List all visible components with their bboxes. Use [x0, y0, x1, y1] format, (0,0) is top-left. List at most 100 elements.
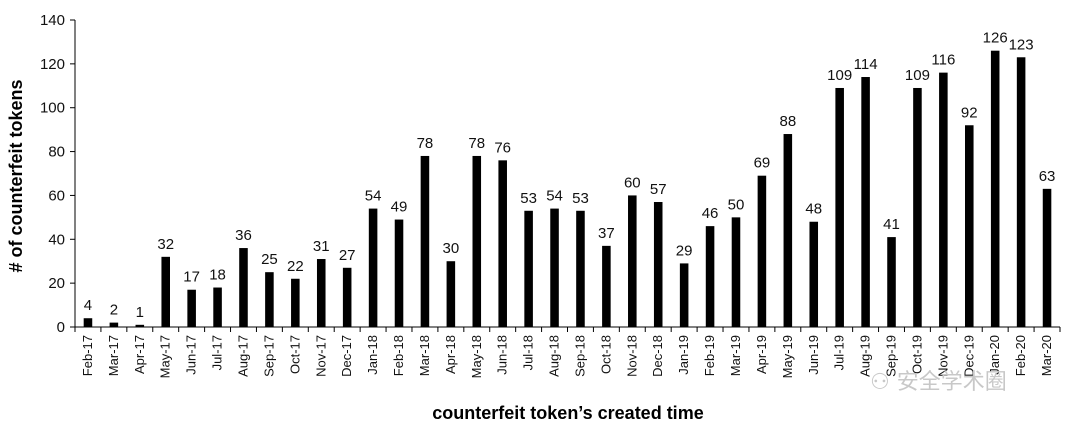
bar	[213, 287, 222, 327]
bar	[472, 155, 482, 327]
data-label: 22	[287, 258, 304, 275]
x-tick-label: Sep-18	[572, 335, 587, 377]
data-label: 48	[805, 201, 822, 218]
y-tick-label: 20	[48, 275, 65, 292]
data-labels: 4 2 1 32 17 18 36 25 22 31 27 54 49 78 30 78 76 53 54 53 37 6…	[84, 30, 1056, 321]
bar	[498, 160, 507, 327]
data-label: 50	[728, 196, 745, 213]
bar	[316, 259, 326, 327]
data-label: 31	[313, 238, 330, 255]
x-tick-label: Aug-17	[235, 335, 250, 377]
bar	[342, 267, 352, 327]
x-tick-label: Feb-18	[391, 335, 406, 376]
x-tick-label: Aug-18	[547, 335, 562, 377]
bar	[109, 322, 119, 327]
data-label: 109	[905, 67, 930, 84]
data-label: 2	[110, 302, 118, 319]
bar	[239, 248, 248, 327]
data-label: 53	[520, 190, 537, 207]
data-label: 54	[546, 188, 563, 205]
data-label: 69	[754, 155, 771, 172]
x-tick-label: Apr-19	[754, 335, 769, 374]
x-tick-label: Jun-18	[495, 335, 510, 375]
x-tick-label: Aug-19	[858, 335, 873, 377]
bar	[602, 245, 611, 327]
y-axis-ticks: 0 20 40 60 80 100 120 140	[40, 12, 75, 336]
x-axis-title: counterfeit token’s created time	[432, 403, 703, 423]
data-label: 57	[650, 181, 667, 198]
x-tick-label: Oct-17	[287, 335, 302, 374]
bar	[783, 134, 793, 327]
data-label: 4	[84, 297, 92, 314]
x-tick-label: Jan-19	[676, 335, 691, 375]
x-tick-label: Jul-19	[832, 335, 847, 370]
data-label: 126	[983, 30, 1008, 47]
bar	[628, 195, 637, 327]
bar	[550, 208, 559, 327]
data-label: 30	[443, 240, 460, 257]
bar	[291, 278, 300, 327]
bar	[705, 226, 715, 327]
data-label: 60	[624, 174, 641, 191]
x-tick-label: Sep-17	[261, 335, 276, 377]
x-tick-label: Feb-19	[702, 335, 717, 376]
bar	[420, 155, 430, 327]
bar	[368, 208, 378, 327]
x-tick-label: Dec-19	[961, 335, 976, 377]
data-label: 46	[702, 205, 719, 222]
x-tick-label: Oct-19	[909, 335, 924, 374]
x-tick-label: Apr-18	[443, 335, 458, 374]
x-tick-label: Nov-18	[624, 335, 639, 377]
data-label: 53	[572, 190, 589, 207]
y-tick-label: 140	[40, 12, 65, 29]
y-tick-label: 80	[48, 144, 65, 161]
data-label: 18	[209, 267, 226, 284]
watermark-text: 安全学术圈	[896, 370, 1007, 395]
x-tick-label: May-18	[469, 335, 484, 378]
data-label: 88	[779, 113, 796, 130]
data-label: 49	[391, 199, 408, 216]
x-axis-ticks: Feb-17 Mar-17 Apr-17 May-17 Jun-17 Jul-17 Aug-…	[74, 327, 1061, 378]
bar	[524, 210, 533, 327]
bar	[265, 272, 274, 327]
data-label: 36	[235, 227, 252, 244]
x-tick-label: Mar-18	[417, 335, 432, 376]
bar	[1016, 57, 1026, 328]
x-tick-label: Feb-17	[80, 335, 95, 376]
data-label: 41	[883, 216, 900, 233]
x-tick-label: Jun-17	[184, 335, 199, 375]
bar	[913, 87, 922, 327]
bar	[576, 210, 585, 327]
y-tick-label: 0	[57, 319, 65, 336]
y-axis-title: # of counterfeit tokens	[6, 79, 26, 272]
data-label: 114	[854, 56, 878, 73]
bar	[757, 175, 767, 327]
x-tick-label: Jan-18	[365, 335, 380, 375]
data-label: 17	[183, 269, 200, 286]
data-label: 109	[827, 67, 852, 84]
y-tick-label: 60	[48, 187, 65, 204]
x-tick-label: Dec-17	[339, 335, 354, 377]
x-tick-label: Nov-19	[935, 335, 950, 377]
x-tick-label: May-19	[780, 335, 795, 378]
watermark: ⚇ 安全学术圈	[870, 364, 1007, 396]
x-tick-label: Sep-19	[884, 335, 899, 377]
x-tick-label: Mar-19	[728, 335, 743, 376]
x-tick-label: Nov-17	[313, 335, 328, 377]
x-tick-label: Jul-18	[521, 335, 536, 370]
data-label: 1	[136, 304, 144, 321]
data-label: 63	[1039, 168, 1056, 185]
bar	[861, 77, 870, 327]
bar	[964, 125, 974, 327]
bar	[83, 318, 93, 327]
x-tick-label: Feb-20	[1013, 335, 1028, 376]
x-tick-label: Oct-18	[598, 335, 613, 374]
bar	[679, 263, 689, 327]
bar	[887, 237, 896, 327]
bar	[731, 217, 741, 327]
bar	[446, 261, 456, 327]
y-tick-label: 120	[40, 56, 65, 73]
wechat-icon: ⚇	[870, 370, 890, 395]
y-tick-label: 40	[48, 231, 65, 248]
